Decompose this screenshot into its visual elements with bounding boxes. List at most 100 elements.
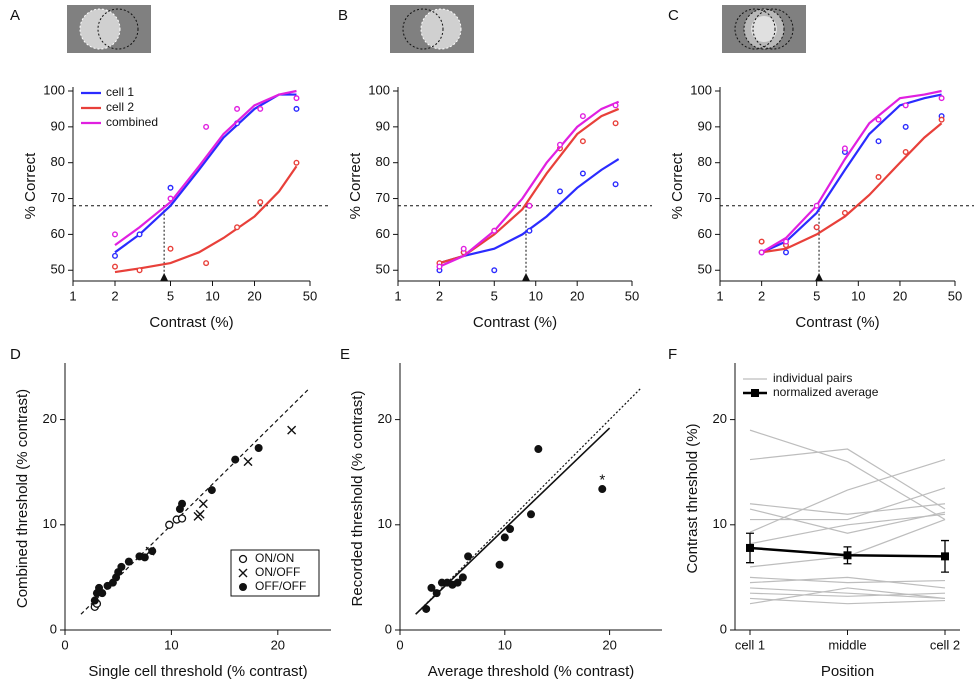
fit-curve xyxy=(439,107,620,265)
data-point xyxy=(612,102,619,109)
stimulus-icon-a xyxy=(67,5,151,53)
x-tick-label: 10 xyxy=(528,288,542,303)
x-tick-label: 20 xyxy=(271,637,285,652)
x-tick-label: 20 xyxy=(247,288,261,303)
x-tick-label: 5 xyxy=(167,288,174,303)
pair-line xyxy=(750,487,946,521)
y-tick-label: 0 xyxy=(50,621,57,636)
x-axis-label: Average threshold (% contrast) xyxy=(428,663,635,680)
filled-point xyxy=(458,573,467,582)
filled-point xyxy=(464,552,473,561)
fit-curve xyxy=(114,89,297,247)
data-point xyxy=(579,138,586,145)
y-axis-label: Recorded threshold (% contrast) xyxy=(349,391,366,607)
y-tick-label: 80 xyxy=(51,154,65,169)
data-point xyxy=(293,159,300,166)
x-axis-label: Contrast (%) xyxy=(473,314,557,331)
y-tick-label: 60 xyxy=(376,226,390,241)
data-point xyxy=(758,249,765,256)
legend-label: OFF/OFF xyxy=(255,579,306,593)
data-point xyxy=(782,238,789,245)
fit-curve xyxy=(761,93,942,254)
pair-line xyxy=(749,576,946,589)
data-point xyxy=(813,224,820,231)
data-point xyxy=(136,231,143,238)
y-tick-label: 10 xyxy=(713,516,727,531)
filled-point xyxy=(422,604,431,613)
x-axis-label: Contrast (%) xyxy=(795,314,879,331)
y-tick-label: 50 xyxy=(51,262,65,277)
annotation: * xyxy=(599,471,605,488)
reference-line xyxy=(415,427,611,615)
x-tick-label: 1 xyxy=(716,288,723,303)
cross-point xyxy=(198,499,208,509)
data-point xyxy=(111,231,118,238)
data-point xyxy=(460,245,467,252)
y-axis-label: Combined threshold (% contrast) xyxy=(14,389,31,608)
x-tick-label: 10 xyxy=(164,637,178,652)
pair-line xyxy=(749,459,946,533)
filled-point xyxy=(527,510,535,519)
panel-label: C xyxy=(668,7,679,24)
x-tick-label: middle xyxy=(828,637,866,652)
y-tick-label: 70 xyxy=(51,190,65,205)
filled-point xyxy=(117,562,126,571)
y-tick-label: 90 xyxy=(376,118,390,133)
y-tick-label: 70 xyxy=(376,190,390,205)
legend-marker xyxy=(239,583,247,591)
data-point xyxy=(841,145,848,152)
pair-line xyxy=(749,508,946,534)
pair-line xyxy=(749,513,946,545)
x-tick-label: 50 xyxy=(303,288,317,303)
x-tick-label: 1 xyxy=(394,288,401,303)
x-axis-label: Contrast (%) xyxy=(149,314,233,331)
cross-point xyxy=(243,457,253,467)
data-point xyxy=(902,102,909,109)
x-tick-label: 0 xyxy=(396,637,403,652)
y-tick-label: 50 xyxy=(376,262,390,277)
x-tick-label: 20 xyxy=(602,637,616,652)
x-tick-label: cell 2 xyxy=(930,637,960,652)
data-point xyxy=(167,195,174,202)
x-tick-label: 10 xyxy=(205,288,219,303)
x-tick-label: 2 xyxy=(758,288,765,303)
x-tick-label: 5 xyxy=(813,288,820,303)
data-point xyxy=(257,105,264,112)
data-point xyxy=(526,227,533,234)
filled-point xyxy=(178,499,187,508)
x-tick-label: 0 xyxy=(61,637,68,652)
y-tick-label: 90 xyxy=(51,118,65,133)
y-tick-label: 90 xyxy=(698,118,712,133)
x-tick-label: cell 1 xyxy=(735,637,765,652)
filled-point xyxy=(427,583,436,592)
pair-line xyxy=(749,503,946,515)
data-point xyxy=(111,263,118,270)
filled-point xyxy=(148,547,157,556)
pair-line xyxy=(749,429,946,521)
data-point xyxy=(203,260,210,267)
fit-curve xyxy=(761,89,942,254)
data-point xyxy=(902,148,909,155)
x-tick-label: 10 xyxy=(851,288,865,303)
threshold-arrow xyxy=(522,273,531,281)
open-point xyxy=(165,520,174,529)
x-tick-label: 10 xyxy=(498,637,512,652)
filled-point xyxy=(231,455,240,464)
data-point xyxy=(875,174,882,181)
filled-point xyxy=(534,445,543,454)
y-axis-label: % Correct xyxy=(669,152,686,220)
legend-label: ON/OFF xyxy=(255,565,300,579)
panel-label: B xyxy=(338,7,348,24)
x-tick-label: 2 xyxy=(111,288,118,303)
data-point xyxy=(167,184,174,191)
x-tick-label: 20 xyxy=(893,288,907,303)
x-tick-label: 20 xyxy=(570,288,584,303)
pair-line xyxy=(749,592,946,597)
filled-point xyxy=(254,444,263,453)
legend-label: normalized average xyxy=(773,385,879,399)
data-point xyxy=(841,209,848,216)
open-point xyxy=(177,514,187,523)
data-point xyxy=(579,170,586,177)
y-tick-label: 80 xyxy=(698,154,712,169)
